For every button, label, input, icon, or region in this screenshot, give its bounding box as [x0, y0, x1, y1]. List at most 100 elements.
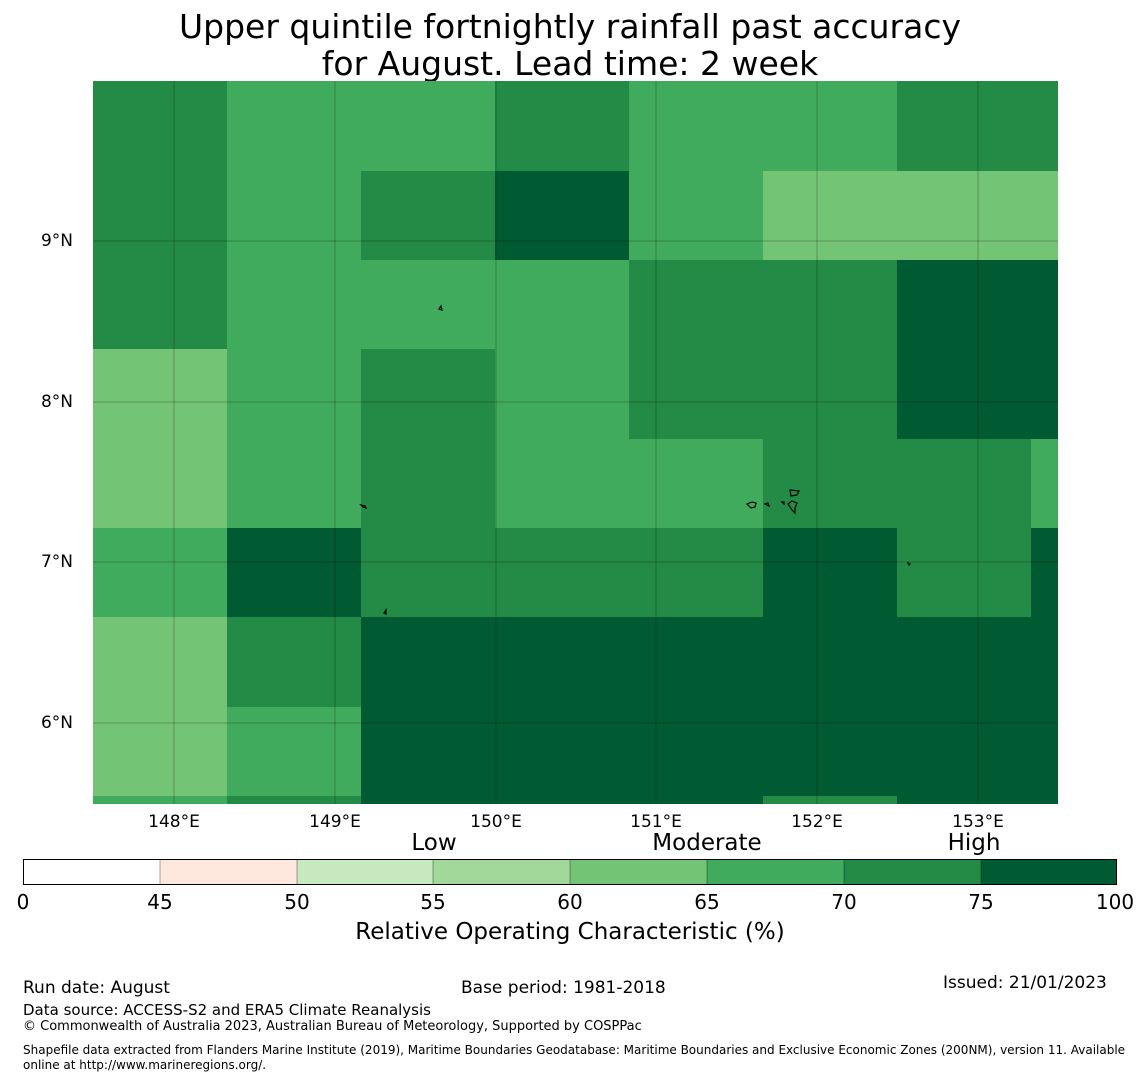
grid-cell — [897, 349, 1032, 440]
grid-cell — [361, 617, 496, 708]
grid-cell — [629, 528, 764, 618]
colorbar-tick: 65 — [694, 890, 720, 914]
grid-cell — [897, 528, 1032, 618]
grid-cell — [495, 349, 630, 440]
grid-cell — [763, 349, 898, 440]
run-date: Run date: August — [23, 978, 170, 998]
shapefile-credit-line-2: online at http://www.marineregions.org/. — [23, 1058, 267, 1072]
grid-cell — [495, 707, 630, 804]
grid-cell — [495, 171, 630, 261]
grid-cell — [897, 171, 1032, 261]
grid-cell — [227, 81, 362, 172]
grid-cell — [629, 81, 764, 172]
grid-cell — [763, 528, 898, 618]
grid-cell — [897, 260, 1032, 350]
grid-cell — [93, 617, 228, 708]
grid-cell — [763, 796, 897, 804]
grid-cell — [227, 260, 362, 350]
island-outline — [763, 502, 771, 508]
grid-cell — [361, 528, 496, 618]
grid-cell — [495, 617, 630, 708]
lat-label-8n: 8°N — [40, 392, 73, 412]
grid-cell — [361, 439, 496, 529]
grid-cell — [495, 260, 630, 350]
legend-category-high: High — [947, 830, 1001, 856]
colorbar-tick: 55 — [420, 890, 446, 914]
lon-label-153e: 153°E — [952, 812, 1004, 832]
lon-label-151e: 151°E — [630, 812, 682, 832]
lon-label-150e: 150°E — [470, 812, 522, 832]
grid-cell — [629, 349, 764, 440]
title-line-1: Upper quintile fortnightly rainfall past… — [178, 7, 962, 46]
grid-cell — [227, 707, 362, 804]
grid-cell — [763, 81, 898, 172]
grid-cell — [361, 81, 496, 172]
shapefile-credit-line-1: Shapefile data extracted from Flanders M… — [23, 1043, 1126, 1057]
grid-cell — [629, 617, 764, 708]
grid-cell — [93, 439, 228, 529]
colorbar-segment — [570, 859, 707, 885]
island-outline — [787, 500, 798, 515]
grid-cell — [1031, 171, 1058, 261]
grid-cell — [897, 707, 1032, 804]
colorbar-tick: 45 — [147, 890, 173, 914]
legend-category-moderate: Moderate — [652, 830, 762, 856]
colorbar-tick: 70 — [831, 890, 857, 914]
map-title: Upper quintile fortnightly rainfall past… — [0, 8, 1140, 82]
colorbar-border — [23, 859, 1117, 885]
grid-cell — [93, 528, 228, 618]
island-outline — [745, 501, 757, 509]
grid-cell — [361, 349, 496, 440]
title-line-2: for August. Lead time: 2 week — [321, 44, 819, 83]
grid-cell — [93, 260, 228, 350]
grid-cell — [1031, 528, 1058, 618]
island-outline — [383, 608, 387, 615]
legend-category-low: Low — [411, 830, 457, 856]
accuracy-map — [93, 81, 1058, 804]
grid-cell — [1031, 349, 1058, 440]
colorbar-segment — [707, 859, 844, 885]
grid-cell — [629, 260, 764, 350]
grid-cell — [93, 349, 228, 440]
colorbar-label: Relative Operating Characteristic (%) — [355, 919, 785, 945]
colorbar-segment — [160, 859, 297, 885]
grid-cell — [227, 439, 362, 529]
grid-cell — [93, 171, 228, 261]
grid-cell — [763, 439, 898, 529]
lat-label-9n: 9°N — [40, 231, 73, 251]
grid-cell — [629, 439, 764, 529]
grid-cell — [361, 171, 496, 261]
grid-cell — [227, 796, 361, 804]
issued-date: Issued: 21/01/2023 — [943, 973, 1107, 993]
lat-label-7n: 7°N — [40, 552, 73, 572]
island-outline — [438, 304, 443, 311]
grid-cell — [361, 260, 496, 350]
lat-label-6n: 6°N — [40, 713, 73, 733]
island-outline — [789, 489, 800, 497]
grid-cell — [1031, 81, 1058, 172]
colorbar — [23, 859, 1117, 885]
grid-cell — [361, 707, 496, 804]
map-canvas — [93, 81, 1058, 804]
colorbar-tick: 60 — [557, 890, 583, 914]
grid-cell — [495, 528, 630, 618]
colorbar-segment — [23, 859, 160, 885]
colorbar-segment — [433, 859, 570, 885]
grid-cell — [227, 349, 362, 440]
grid-cell — [1031, 260, 1058, 350]
grid-cell — [93, 81, 228, 172]
data-source: Data source: ACCESS-S2 and ERA5 Climate … — [23, 1001, 431, 1019]
lon-label-149e: 149°E — [309, 812, 361, 832]
grid-cell — [763, 707, 898, 804]
colorbar-tick: 50 — [284, 890, 310, 914]
grid-cell — [93, 707, 228, 804]
grid-cell — [227, 171, 362, 261]
grid-cell — [1031, 439, 1058, 529]
base-period: Base period: 1981-2018 — [461, 978, 666, 998]
island-outline — [359, 503, 368, 510]
grid-cell — [495, 439, 630, 529]
grid-cell — [763, 617, 898, 708]
colorbar-tick: 0 — [16, 890, 30, 914]
colorbar-tick: 75 — [968, 890, 994, 914]
grid-cell — [897, 439, 1032, 529]
